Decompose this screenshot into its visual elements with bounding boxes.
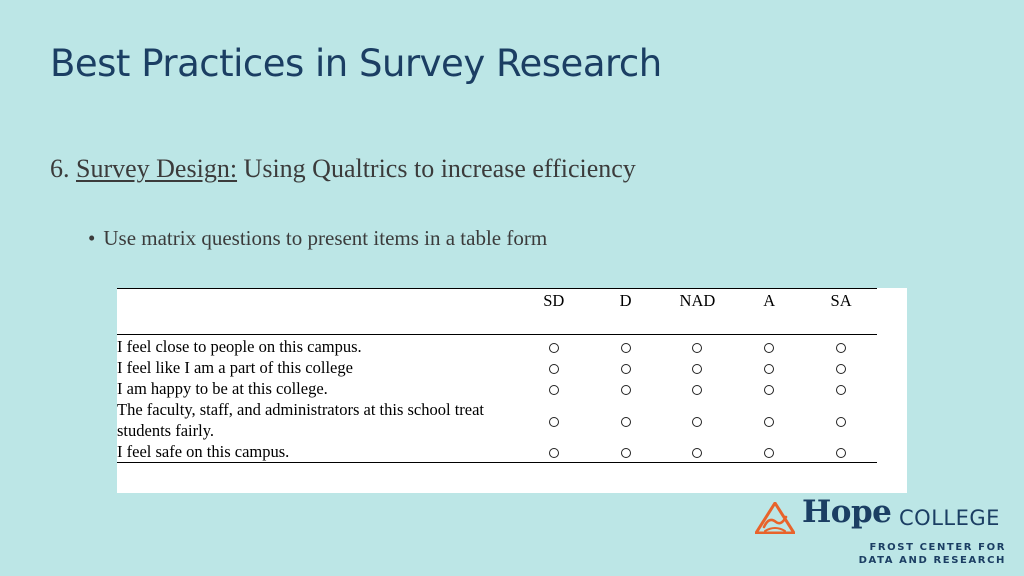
table-row: The faculty, staff, and administrators a…: [117, 399, 877, 441]
row-item-text: I feel close to people on this campus.: [117, 337, 362, 356]
table-header-row: SD D NAD A SA: [117, 288, 877, 335]
radio-option-sd[interactable]: [548, 416, 559, 427]
row-item-text: I feel like I am a part of this college: [117, 358, 353, 377]
matrix-table-panel: SD D NAD A SA I feel close to people on …: [117, 288, 907, 493]
radio-option-d[interactable]: [620, 448, 631, 459]
radio-option-nad[interactable]: [692, 448, 703, 459]
hope-college-logo: Hope COLLEGE FROST CENTER FOR DATA AND R…: [755, 494, 1010, 570]
row-item-text: I am happy to be at this college.: [117, 379, 328, 398]
column-header-a: A: [763, 291, 776, 310]
bullet-glyph: •: [88, 226, 96, 250]
column-header-d: D: [619, 291, 632, 310]
table-row: I am happy to be at this college.: [117, 378, 877, 399]
slide-title: Best Practices in Survey Research: [50, 42, 662, 85]
radio-option-sa[interactable]: [836, 364, 847, 375]
radio-option-nad[interactable]: [692, 364, 703, 375]
radio-option-sa[interactable]: [836, 448, 847, 459]
column-header-sd: SD: [543, 291, 565, 310]
table-row: I feel close to people on this campus.: [117, 335, 877, 358]
logo-tagline-line2: DATA AND RESEARCH: [858, 555, 1006, 566]
bullet-text: Use matrix questions to present items in…: [103, 226, 548, 250]
radio-option-d[interactable]: [620, 364, 631, 375]
radio-option-a[interactable]: [764, 364, 775, 375]
radio-option-sd[interactable]: [548, 385, 559, 396]
table-row: I feel like I am a part of this college: [117, 357, 877, 378]
radio-option-sd[interactable]: [548, 448, 559, 459]
radio-option-sa[interactable]: [836, 343, 847, 354]
radio-option-a[interactable]: [764, 385, 775, 396]
radio-option-a[interactable]: [764, 416, 775, 427]
anchor-flame-icon: [755, 502, 795, 534]
column-header-nad: NAD: [679, 291, 716, 310]
table-row: I feel safe on this campus.: [117, 441, 877, 463]
heading-number: 6.: [50, 154, 70, 183]
column-header-sa: SA: [830, 291, 852, 310]
row-item-text: The faculty, staff, and administrators a…: [117, 400, 485, 440]
bullet-point: • Use matrix questions to present items i…: [88, 226, 547, 251]
section-heading: 6. Survey Design: Using Qualtrics to inc…: [50, 154, 636, 184]
radio-option-sa[interactable]: [836, 385, 847, 396]
radio-option-a[interactable]: [764, 343, 775, 354]
radio-option-sd[interactable]: [548, 364, 559, 375]
heading-rest: Using Qualtrics to increase efficiency: [243, 154, 636, 183]
row-item-text: I feel safe on this campus.: [117, 442, 290, 461]
matrix-question-table: SD D NAD A SA I feel close to people on …: [117, 288, 877, 463]
logo-hope-wordmark: Hope: [802, 494, 892, 530]
logo-tagline-line1: FROST CENTER FOR: [869, 542, 1006, 553]
heading-underlined: Survey Design:: [76, 154, 238, 183]
radio-option-nad[interactable]: [692, 416, 703, 427]
radio-option-nad[interactable]: [692, 385, 703, 396]
radio-option-d[interactable]: [620, 416, 631, 427]
header-blank-cell: [117, 289, 518, 335]
radio-option-d[interactable]: [620, 343, 631, 354]
radio-option-a[interactable]: [764, 448, 775, 459]
radio-option-d[interactable]: [620, 385, 631, 396]
radio-option-sa[interactable]: [836, 416, 847, 427]
logo-college-wordmark: COLLEGE: [899, 506, 1000, 530]
radio-option-sd[interactable]: [548, 343, 559, 354]
radio-option-nad[interactable]: [692, 343, 703, 354]
